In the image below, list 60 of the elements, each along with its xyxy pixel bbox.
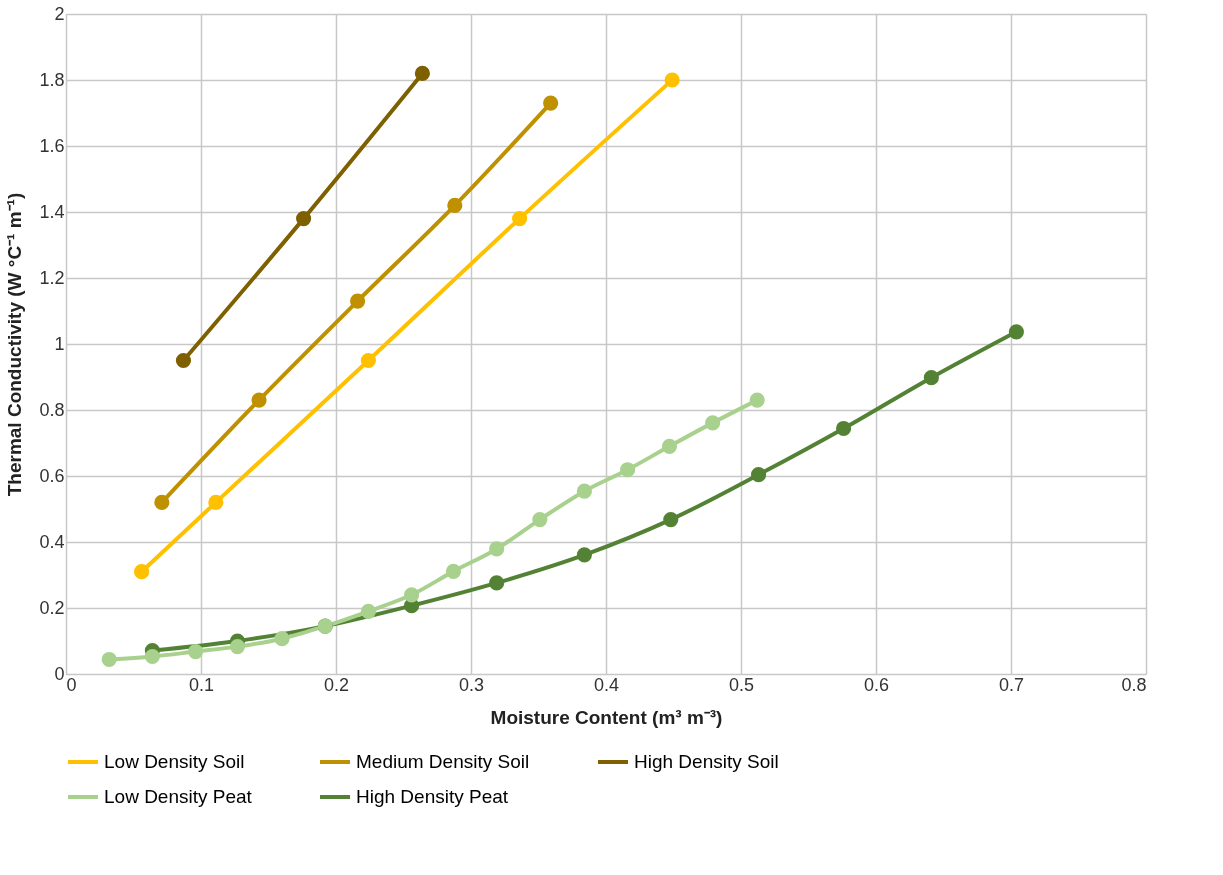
point — [512, 211, 528, 227]
y-axis-title: Thermal Conductivity (W °C⁻¹ m⁻¹) — [4, 192, 26, 497]
point — [144, 648, 160, 665]
x-tick-label: 0.6 — [863, 674, 890, 695]
point — [532, 511, 548, 528]
point — [576, 483, 592, 499]
legend-label: Medium Density Soil — [356, 751, 530, 772]
x-tick-label: 0.7 — [998, 674, 1025, 695]
y-tick-label: 1.4 — [39, 201, 65, 222]
y-tick-label: 1 — [54, 333, 65, 354]
point — [274, 631, 290, 647]
legend-label: Low Density Peat — [104, 786, 253, 807]
point — [750, 467, 767, 483]
y-tick-label: 0.6 — [39, 465, 65, 486]
point — [101, 651, 117, 668]
point — [576, 547, 592, 563]
y-tick-label: 1.6 — [39, 135, 65, 156]
y-tick-label: 0.4 — [39, 531, 65, 552]
y-tick-label: 0.2 — [39, 597, 65, 618]
point — [360, 352, 376, 369]
legend-label: High Density Peat — [356, 786, 509, 807]
point — [663, 511, 679, 528]
x-tick-label: 0.8 — [1121, 674, 1147, 695]
point — [664, 72, 680, 88]
x-tick-label: 0.5 — [728, 674, 755, 695]
point — [489, 575, 505, 591]
point — [229, 639, 246, 655]
point — [661, 438, 678, 454]
point — [350, 293, 366, 309]
point — [620, 462, 636, 478]
point — [705, 415, 721, 431]
x-tick-label: 0.3 — [458, 674, 485, 695]
legend-label: Low Density Soil — [104, 751, 245, 772]
point — [251, 392, 267, 408]
point — [134, 564, 150, 580]
x-tick-label: 0.1 — [188, 674, 215, 695]
x-tick-label: 0.4 — [593, 674, 620, 695]
point — [404, 587, 420, 603]
y-tick-label: 1.8 — [39, 69, 65, 90]
point — [749, 392, 765, 408]
legend-label: High Density Soil — [634, 751, 779, 772]
point — [188, 643, 204, 660]
x-axis-title: Moisture Content (m³ m⁻³) — [490, 706, 723, 728]
point — [154, 494, 170, 510]
point — [445, 563, 462, 579]
point — [175, 352, 192, 369]
point — [447, 197, 463, 213]
point — [1008, 324, 1024, 340]
point — [360, 603, 376, 619]
point — [296, 211, 312, 227]
point — [923, 370, 939, 386]
point — [208, 494, 224, 510]
x-tick-label: 0.2 — [323, 674, 350, 695]
y-tick-label: 0.8 — [39, 399, 65, 420]
y-tick-label: 1.2 — [39, 267, 65, 288]
y-tick-label: 2 — [54, 3, 65, 24]
point — [489, 541, 505, 557]
point — [414, 65, 430, 81]
point — [836, 420, 852, 437]
point — [543, 95, 559, 111]
